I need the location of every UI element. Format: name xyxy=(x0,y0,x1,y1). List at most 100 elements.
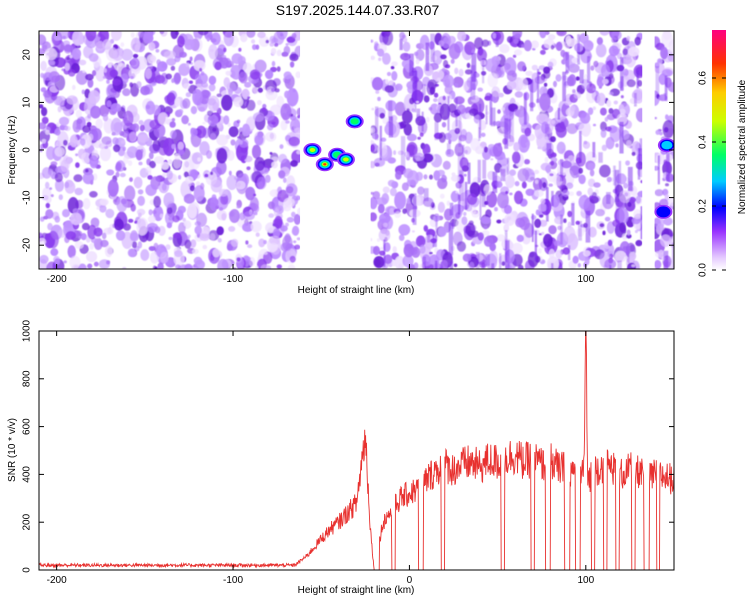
spectrogram-blob xyxy=(534,76,545,84)
spectrogram-blob xyxy=(196,212,208,227)
spectrogram-blob xyxy=(448,103,457,113)
spectrogram-blob xyxy=(517,264,524,269)
spectrogram-blob xyxy=(464,131,473,144)
spectrogram-blob xyxy=(236,205,240,209)
spectrogram-blob xyxy=(54,172,63,183)
spectrogram-blob xyxy=(563,226,576,243)
spectrogram-blob xyxy=(476,48,487,62)
spectrogram-blob xyxy=(423,174,428,180)
spectrogram-blob xyxy=(635,239,643,247)
spectrogram-blob xyxy=(492,143,503,157)
spectrogram-blob xyxy=(183,83,190,90)
spectrogram-blob xyxy=(69,255,81,269)
spectrogram-blob xyxy=(562,189,570,197)
spectrogram-blob xyxy=(268,242,279,252)
spectrogram-blob xyxy=(601,144,608,151)
spectrogram-blob xyxy=(577,263,581,268)
spectrogram-streak xyxy=(449,202,454,216)
spectrogram-blob xyxy=(635,195,642,204)
spectrogram-blob xyxy=(165,244,171,250)
top-x-tick-label: -200 xyxy=(47,274,67,285)
spectrogram-blob xyxy=(399,121,407,129)
spectrogram-blob xyxy=(462,253,472,262)
spectrogram-blob xyxy=(450,190,460,203)
spectrogram-blob xyxy=(660,46,669,60)
spectrogram-blob xyxy=(106,100,112,108)
top-y-tick-label: -20 xyxy=(22,238,33,253)
spectrogram-blob xyxy=(596,76,605,88)
spectrogram-blob xyxy=(381,193,390,204)
spectrogram-streak xyxy=(592,142,596,158)
spectrogram-blob xyxy=(216,160,227,175)
spectrogram-blob xyxy=(453,263,458,268)
spectrogram-blob xyxy=(101,136,112,145)
spectrogram-blob xyxy=(208,75,217,85)
spectrogram-blob xyxy=(369,160,376,169)
spectrogram-streak xyxy=(446,143,451,155)
spectrogram-blob xyxy=(238,71,248,84)
spectrogram-blob xyxy=(523,39,532,52)
spectrogram-blob xyxy=(69,134,78,148)
spectrogram-streak xyxy=(638,148,643,169)
spectrogram-blob xyxy=(538,203,548,212)
spectrogram-blob xyxy=(127,248,136,258)
spectrogram-streak xyxy=(423,188,429,202)
spectrogram-blob xyxy=(110,103,122,113)
spectrogram-blob xyxy=(124,185,136,202)
spectrogram-blob xyxy=(109,69,119,78)
spectrogram-blob xyxy=(258,35,270,47)
spectrogram-blob xyxy=(497,70,505,78)
spectrogram-streak xyxy=(430,33,435,63)
spectrogram-blob xyxy=(524,159,530,165)
spectrogram-blob xyxy=(384,212,390,217)
spectrogram-blob xyxy=(122,146,126,152)
spectrogram-blob xyxy=(379,112,385,119)
spectrogram-blob xyxy=(209,133,217,141)
spectrogram-blob xyxy=(60,124,66,131)
spectrogram-streak xyxy=(400,136,406,168)
spectrogram-blob xyxy=(593,60,599,68)
spectrogram-blob xyxy=(217,44,226,55)
spectrogram-blob xyxy=(262,167,269,175)
spectrogram-blob xyxy=(156,129,160,132)
spectrogram-blob xyxy=(210,179,223,193)
spectrogram-blob xyxy=(152,209,157,215)
spectrogram-blob xyxy=(627,201,632,208)
spectrogram-blob xyxy=(271,60,276,67)
spectrogram-blob xyxy=(657,58,663,65)
spectrogram-streak xyxy=(421,84,426,98)
spectrogram-blob xyxy=(502,154,506,159)
spectrogram-blob xyxy=(103,227,114,235)
spectrogram-blob xyxy=(187,122,191,126)
spectrogram-blob xyxy=(271,161,278,169)
spectrogram-blob xyxy=(578,195,590,210)
spectrogram-blob xyxy=(174,55,181,63)
spectrogram-blob xyxy=(50,161,58,167)
spectrogram-blob xyxy=(81,152,91,164)
spectrogram-blob xyxy=(130,37,141,52)
spectrogram-blob xyxy=(608,45,620,57)
spectrogram-blob xyxy=(51,75,61,82)
spectrogram-blob xyxy=(433,92,439,98)
spectrogram-blob xyxy=(609,126,621,143)
spectrogram-blob xyxy=(269,152,273,155)
spectrogram-blob xyxy=(82,125,91,133)
spectrogram-streak xyxy=(439,267,443,269)
spectrogram-blob xyxy=(554,216,565,225)
spectrogram-blob xyxy=(113,144,121,153)
spectrogram-blob xyxy=(78,59,87,66)
spectrogram-blob xyxy=(565,44,571,49)
spectrogram-blob xyxy=(272,228,281,238)
spectrogram-blob xyxy=(45,202,50,209)
spectrogram-blob xyxy=(463,211,467,216)
spectrogram-blob xyxy=(514,91,524,98)
spectrogram-streak xyxy=(449,261,454,269)
spectrogram-blob xyxy=(185,62,190,67)
spectrogram-blob xyxy=(504,204,512,215)
spectrogram-streak xyxy=(434,121,439,141)
spectrogram-blob xyxy=(157,112,169,126)
spectrogram-blob xyxy=(269,235,281,245)
spectrogram-blob xyxy=(148,151,154,160)
spectrogram-blob xyxy=(569,162,581,179)
